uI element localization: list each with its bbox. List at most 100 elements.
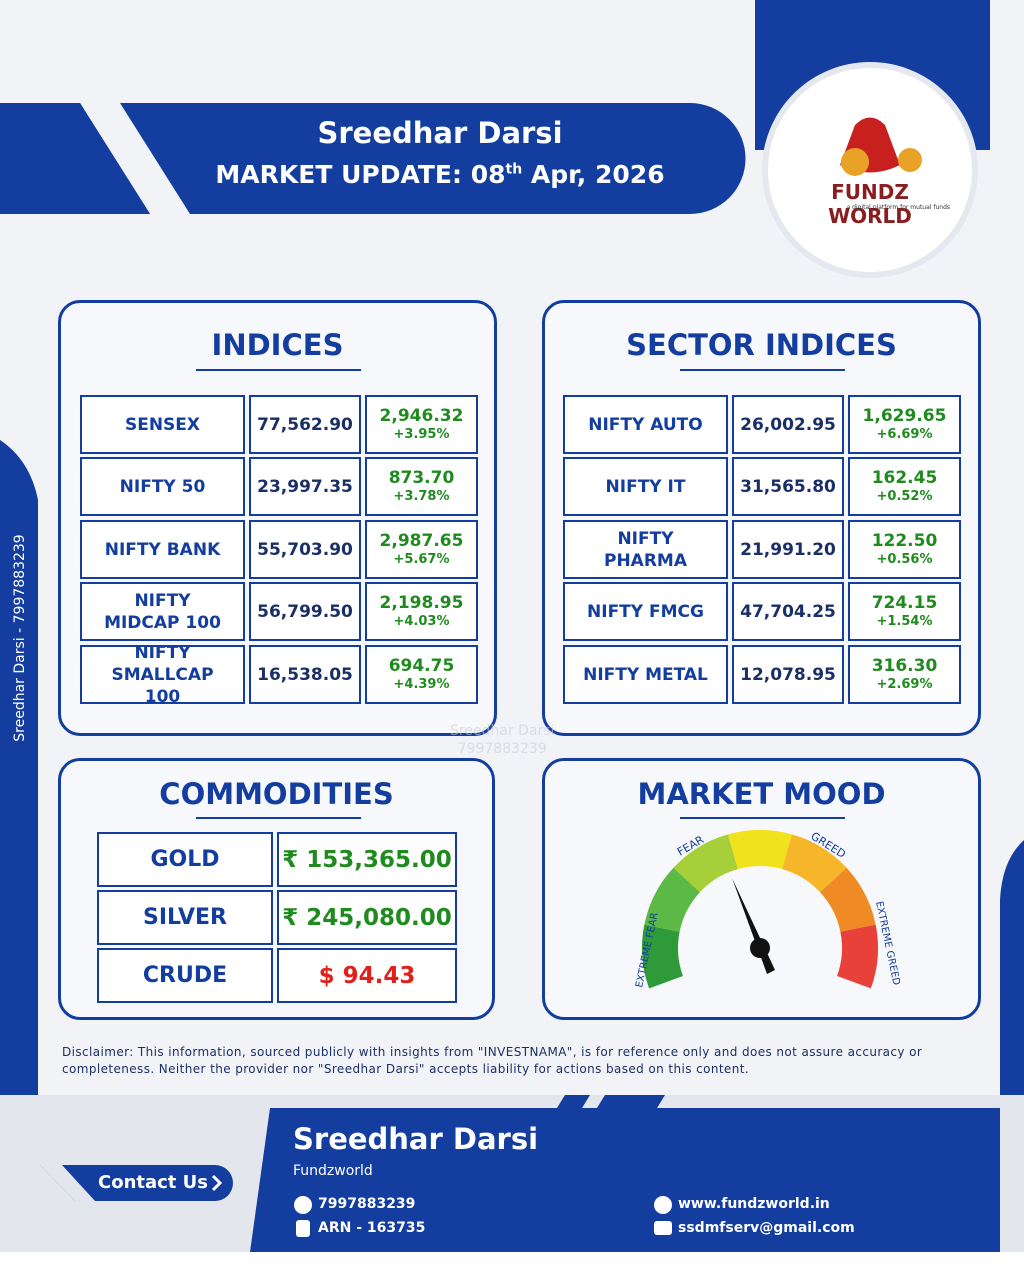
value-cell: 47,704.25 [732, 582, 844, 641]
change-cell: 2,946.32 +3.95% [365, 395, 478, 454]
row-change: 2,946.32 [379, 405, 464, 426]
change-cell: 694.75 +4.39% [365, 645, 478, 704]
label: MARKET UPDATE: [215, 160, 462, 189]
value-cell: 31,565.80 [732, 457, 844, 516]
row-change: 162.45 [871, 467, 938, 488]
gauge-arcs [642, 830, 878, 989]
change-cell: 162.45 +0.52% [848, 457, 961, 516]
value-cell: 21,991.20 [732, 520, 844, 579]
gauge-segment [673, 834, 738, 893]
name-cell: NIFTY FMCG [563, 582, 728, 641]
divider [680, 369, 845, 371]
divider [196, 369, 361, 371]
date: Apr, 2026 [530, 160, 665, 189]
change-cell: 2,198.95 +4.03% [365, 582, 478, 641]
commodity-value-cell: ₹ 153,365.00 [277, 832, 457, 887]
row-pct: +4.39% [393, 676, 450, 692]
row-value: 77,562.90 [257, 414, 353, 435]
commodity-name-cell: GOLD [97, 832, 273, 887]
suffix: th [505, 161, 523, 178]
row-name: NIFTY FMCG [587, 601, 704, 622]
row-pct: +5.67% [393, 551, 450, 567]
row-value: 26,002.95 [740, 414, 836, 435]
watermark: Sreedhar Darsi 7997883239 [450, 722, 554, 758]
change-cell: 2,987.65 +5.67% [365, 520, 478, 579]
change-cell: 1,629.65 +6.69% [848, 395, 961, 454]
value-cell: 12,078.95 [732, 645, 844, 704]
footer-name: Sreedhar Darsi [293, 1122, 539, 1156]
name-cell: NIFTY SMALLCAP 100 [80, 643, 245, 707]
day: 08 [470, 160, 506, 189]
row-pct: +3.95% [393, 426, 450, 442]
logo-tagline: a digital platform for mutual funds [846, 204, 950, 211]
row-value: 47,704.25 [740, 601, 836, 622]
row-value: 56,799.50 [257, 601, 353, 622]
gauge-segment [782, 834, 847, 893]
value-cell: 55,703.90 [249, 520, 361, 579]
row-change: 2,987.65 [379, 530, 464, 551]
side-text: Sreedhar Darsi - 7997883239 [12, 534, 28, 742]
row-pct: +4.03% [393, 613, 450, 629]
value-cell: 26,002.95 [732, 395, 844, 454]
row-value: 55,703.90 [257, 539, 353, 560]
commodity-value: ₹ 153,365.00 [282, 846, 452, 873]
value-cell: 56,799.50 [249, 582, 361, 641]
name-cell: NIFTY AUTO [563, 395, 728, 454]
divider [680, 817, 845, 819]
header-date: MARKET UPDATE: 08th Apr, 2026 [170, 160, 710, 189]
commodity-name: SILVER [142, 905, 227, 930]
gauge-segment [642, 924, 683, 989]
header-name: Sreedhar Darsi [317, 116, 563, 150]
row-change: 694.75 [388, 655, 455, 676]
logo-title: FUNDZ WORLD [828, 180, 912, 228]
row-change: 122.50 [871, 530, 938, 551]
name-cell: NIFTY IT [563, 457, 728, 516]
footer-website: www.fundzworld.in [678, 1196, 830, 1212]
row-value: 12,078.95 [740, 664, 836, 685]
gauge: EXTREME FEAR FEAR GREED EXTREME GREED [634, 830, 901, 989]
row-name: NIFTY PHARMA [603, 528, 687, 571]
name-cell: NIFTY METAL [563, 645, 728, 704]
footer-email: ssdmfserv@gmail.com [678, 1220, 855, 1236]
gauge-segment [728, 830, 792, 870]
commodity-value-cell: ₹ 245,080.00 [277, 890, 457, 945]
row-name: NIFTY 50 [119, 476, 206, 497]
commodity-value: $ 94.43 [318, 962, 416, 989]
footer-company: Fundzworld [293, 1163, 373, 1179]
wm-phone: 7997883239 [457, 741, 547, 757]
row-name: NIFTY AUTO [588, 414, 703, 435]
commodity-value-cell: $ 94.43 [277, 948, 457, 1003]
contact-button[interactable]: Contact Us [98, 1172, 209, 1193]
mood-panel: MARKET MOOD [542, 758, 981, 1020]
name-cell: SENSEX [80, 395, 245, 454]
row-pct: +2.69% [876, 676, 933, 692]
divider [196, 817, 361, 819]
panel-title: INDICES [211, 328, 344, 362]
name-cell: NIFTY MIDCAP 100 [80, 582, 245, 641]
row-change: 316.30 [871, 655, 938, 676]
row-name: SENSEX [124, 414, 201, 435]
change-cell: 873.70 +3.78% [365, 457, 478, 516]
disclaimer: Disclaimer: This information, sourced pu… [62, 1045, 923, 1076]
row-pct: +3.78% [393, 488, 450, 504]
commodity-value: ₹ 245,080.00 [282, 904, 452, 931]
change-cell: 724.15 +1.54% [848, 582, 961, 641]
change-cell: 316.30 +2.69% [848, 645, 961, 704]
panel-title: COMMODITIES [159, 777, 394, 811]
value-cell: 23,997.35 [249, 457, 361, 516]
row-name: NIFTY IT [605, 476, 686, 497]
footer-phone: 7997883239 [318, 1196, 416, 1212]
commodity-name-cell: SILVER [97, 890, 273, 945]
row-name: NIFTY METAL [583, 664, 708, 685]
change-cell: 122.50 +0.56% [848, 520, 961, 579]
row-name: NIFTY BANK [104, 539, 221, 560]
row-value: 16,538.05 [257, 664, 353, 685]
value-cell: 77,562.90 [249, 395, 361, 454]
row-change: 1,629.65 [862, 405, 947, 426]
gauge-segment [644, 867, 700, 932]
wm-name: Sreedhar Darsi [450, 723, 555, 739]
row-value: 21,991.20 [740, 539, 836, 560]
row-change: 724.15 [871, 592, 938, 613]
row-change: 2,198.95 [379, 592, 464, 613]
